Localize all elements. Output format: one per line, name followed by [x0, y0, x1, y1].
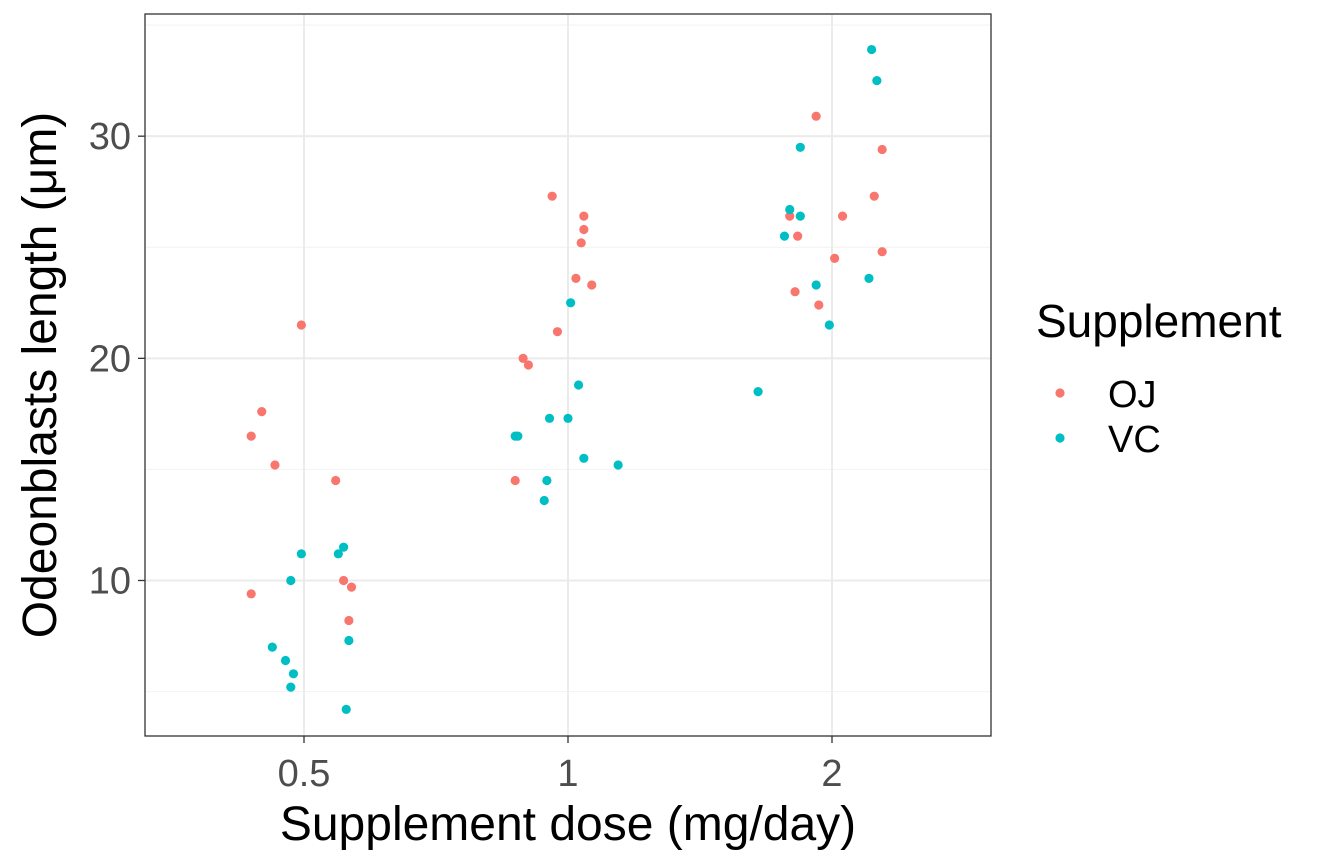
point-oj [246, 589, 256, 599]
point-oj [331, 475, 341, 486]
point-vc [563, 413, 573, 423]
point-oj [246, 431, 256, 441]
point-vc [339, 542, 349, 552]
point-vc [286, 682, 296, 692]
point-vc [341, 704, 351, 714]
point-oj [344, 615, 354, 626]
point-vc [539, 495, 549, 506]
point-oj [579, 211, 589, 221]
point-oj [869, 191, 879, 201]
point-oj [793, 231, 803, 241]
point-oj [790, 287, 800, 297]
legend-key-vc [1055, 433, 1065, 443]
point-vc [753, 387, 763, 397]
point-oj [877, 144, 887, 155]
legend-label-vc: VC [1108, 419, 1161, 461]
point-oj [552, 327, 563, 337]
point-vc [544, 413, 555, 423]
point-vc [579, 453, 589, 463]
y-tick-label: 10 [89, 560, 131, 602]
point-vc [267, 642, 277, 652]
point-vc [296, 549, 306, 559]
point-oj [877, 247, 887, 257]
major-gridlines [145, 14, 991, 736]
legend-key-oj [1055, 388, 1065, 398]
point-oj [296, 320, 306, 330]
point-oj [523, 360, 534, 370]
point-oj [785, 211, 795, 221]
point-vc [542, 475, 552, 486]
legend-title: Supplement [1036, 295, 1282, 347]
point-vc [811, 280, 821, 290]
data-points [246, 44, 887, 714]
y-axis-title: Odeonblasts length (μm) [14, 112, 67, 639]
y-tick-label: 20 [89, 338, 131, 380]
point-vc [280, 655, 291, 666]
point-oj [814, 300, 824, 310]
point-vc [872, 76, 882, 86]
point-oj [837, 211, 848, 221]
point-vc [864, 273, 874, 283]
point-oj [811, 111, 821, 121]
point-vc [795, 211, 805, 221]
x-tick-label: 2 [821, 753, 842, 795]
point-vc [779, 231, 790, 241]
point-vc [513, 431, 523, 441]
point-oj [587, 280, 597, 290]
point-oj [339, 575, 349, 586]
point-oj [571, 273, 581, 283]
point-oj [830, 253, 840, 263]
legend-label-oj: OJ [1108, 374, 1157, 416]
point-vc [286, 575, 296, 586]
y-axis-ticks: 10 20 30 [89, 116, 145, 602]
point-vc [613, 460, 623, 470]
point-oj [346, 582, 357, 592]
point-oj [547, 191, 557, 201]
point-vc [566, 298, 576, 308]
x-axis-ticks: 0.5 1 2 [278, 736, 843, 795]
point-vc [785, 204, 795, 215]
point-oj [270, 460, 280, 470]
point-vc [867, 44, 877, 55]
y-tick-label: 30 [89, 116, 131, 158]
x-tick-label: 0.5 [278, 753, 331, 795]
point-vc [824, 320, 834, 330]
point-vc [573, 380, 584, 390]
point-oj [510, 475, 520, 486]
point-vc [344, 635, 354, 646]
point-vc [795, 142, 805, 152]
point-vc [288, 669, 299, 679]
point-oj [518, 353, 528, 363]
point-oj [257, 407, 267, 417]
point-oj [576, 238, 586, 248]
point-oj [579, 224, 589, 235]
point-vc [333, 549, 343, 559]
x-axis-title: Supplement dose (mg/day) [280, 798, 856, 851]
x-tick-label: 1 [557, 753, 578, 795]
